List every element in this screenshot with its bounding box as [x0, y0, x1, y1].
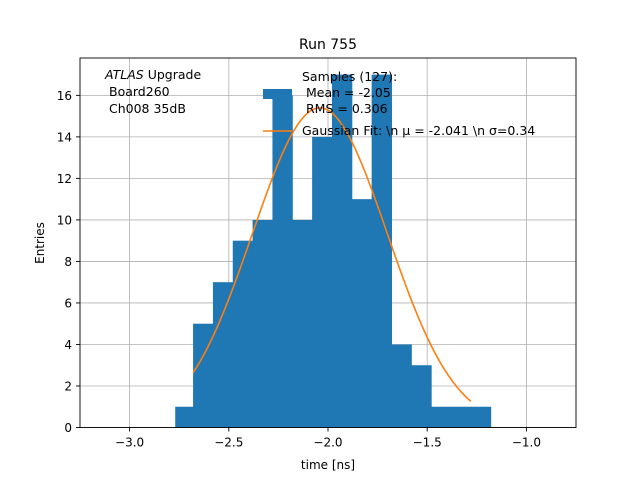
atlas-annotation-line-1: ATLAS Upgrade: [104, 67, 201, 82]
histogram-bar: [193, 323, 214, 428]
histogram-bar: [470, 406, 492, 428]
x-tick-label: −2.5: [214, 436, 243, 450]
y-tick-label: 10: [57, 213, 72, 227]
y-tick-label: 8: [64, 255, 72, 269]
histogram-bar: [212, 282, 234, 428]
histogram-bars: [175, 74, 492, 428]
upgrade-label: Upgrade: [144, 67, 202, 82]
histogram-bar: [371, 74, 392, 428]
y-tick-label: 4: [64, 338, 72, 352]
legend-histogram-swatch: [263, 89, 292, 99]
histogram-bar: [175, 406, 194, 428]
x-tick-label: −2.0: [313, 436, 342, 450]
histogram-bar: [411, 365, 432, 428]
y-tick-label: 14: [57, 130, 72, 144]
legend-fit-label: Gaussian Fit: \n μ = -2.041 \n σ=0.34: [302, 123, 535, 138]
x-tick-label: −1.5: [413, 436, 442, 450]
y-tick-label: 12: [57, 172, 72, 186]
gaussian-fit-curve: [192, 107, 472, 402]
legend: Samples (127): Mean = -2.05 RMS = 0.306 …: [263, 69, 535, 138]
legend-histogram-label-line-3: RMS = 0.306: [306, 101, 388, 116]
histogram-bar: [232, 240, 254, 428]
histogram-bar: [292, 219, 313, 428]
legend-histogram-label-line-2: Mean = -2.05: [306, 85, 391, 100]
histogram-bar: [451, 406, 472, 428]
histogram-bar: [252, 219, 273, 428]
histogram-bar: [431, 406, 452, 428]
histogram-bar: [351, 199, 373, 428]
y-axis-ticks: 0 2 4 6 8 10 12 14 16: [57, 89, 80, 435]
y-tick-label: 0: [64, 421, 72, 435]
x-tick-label: −3.0: [115, 436, 144, 450]
atlas-label: ATLAS: [104, 67, 144, 82]
channel-annotation: Ch008 35dB: [109, 101, 186, 116]
histogram-bar: [331, 74, 353, 428]
histogram-bar: [272, 95, 293, 428]
histogram-bar: [312, 136, 333, 428]
chart-title: Run 755: [299, 37, 357, 53]
x-axis-label: time [ns]: [301, 458, 355, 472]
y-tick-label: 2: [64, 379, 72, 393]
x-tick-label: −1.0: [512, 436, 541, 450]
y-axis-label: Entries: [33, 222, 47, 264]
legend-histogram-label-line-1: Samples (127):: [302, 69, 397, 84]
histogram-bar: [391, 344, 412, 428]
y-tick-label: 6: [64, 296, 72, 310]
y-tick-label: 16: [57, 89, 72, 103]
x-axis-ticks: −3.0 −2.5 −2.0 −1.5 −1.0: [115, 427, 541, 450]
board-annotation: Board260: [109, 84, 170, 99]
